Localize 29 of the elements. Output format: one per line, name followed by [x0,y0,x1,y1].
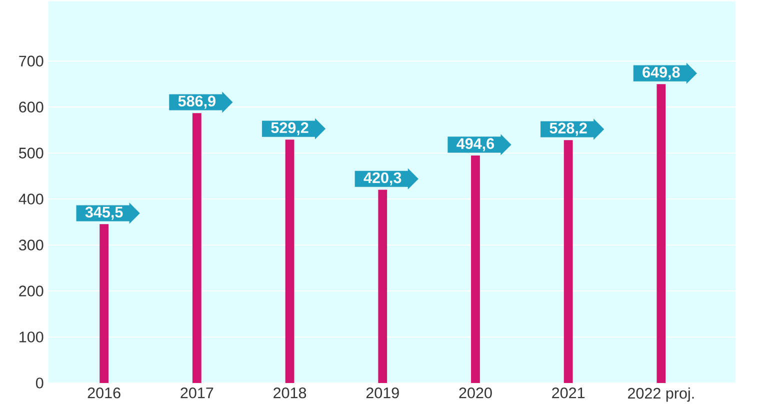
x-tick-label: 2019 [366,387,399,398]
x-tick-label: 2018 [274,387,306,398]
y-tick-label: 0 [36,378,44,388]
y-tick-label: 200 [19,286,44,296]
y-tick-label: 400 [18,194,44,204]
bar [192,113,202,383]
bar [378,190,388,383]
data-label: 529,2 [271,122,308,136]
x-tick-label: 2022 proj. [628,387,694,402]
bar [285,140,294,383]
bar [564,140,573,383]
data-label: 494,6 [456,138,494,152]
data-label: 528,2 [550,122,587,136]
data-label: 586,9 [178,96,216,109]
data-label: 649,8 [642,66,680,80]
x-tick-label: 2020 [459,387,492,398]
x-tick-label: 2016 [88,387,120,398]
data-label: 420,3 [364,172,402,186]
y-tick-label: 300 [18,240,44,250]
bar [100,224,109,383]
x-tick-label: 2021 [552,387,585,398]
y-tick-label: 500 [19,148,44,158]
y-tick-label: 600 [19,102,44,112]
bar [656,84,666,383]
data-label: 345,5 [85,206,123,220]
bar [471,156,480,383]
y-tick-label: 700 [19,56,44,66]
x-tick-label: 2017 [180,387,214,398]
y-tick-label: 100 [20,332,44,342]
